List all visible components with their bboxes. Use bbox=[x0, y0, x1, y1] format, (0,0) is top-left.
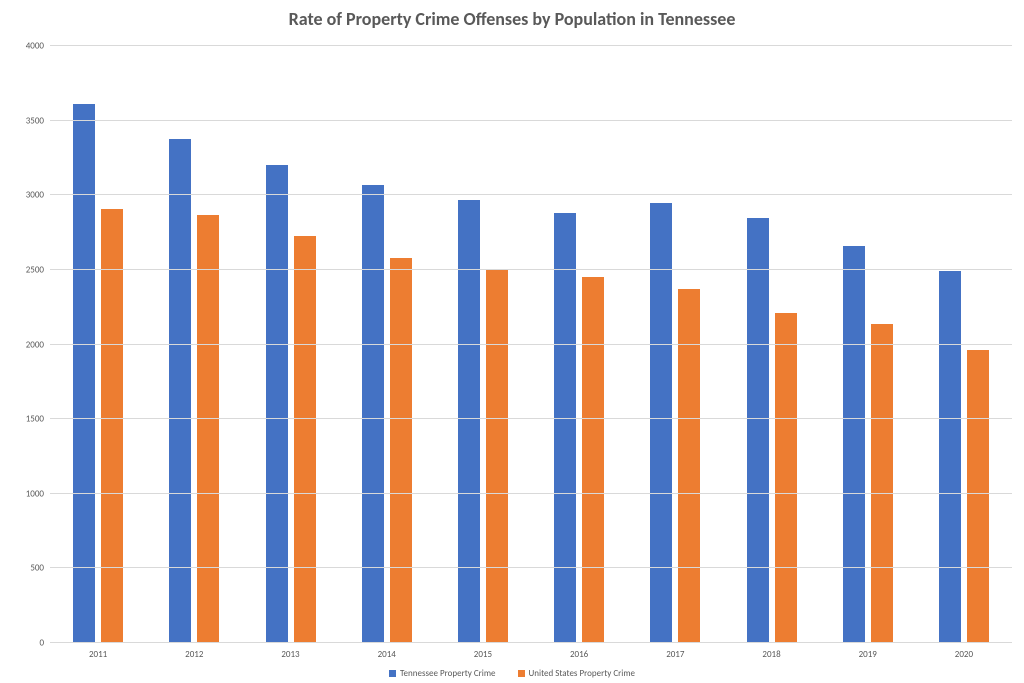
bar bbox=[871, 324, 893, 643]
bar bbox=[362, 185, 384, 643]
gridline bbox=[50, 642, 1012, 643]
bar bbox=[458, 200, 480, 643]
year-group: 2018 bbox=[723, 46, 819, 643]
legend-item: United States Property Crime bbox=[518, 668, 635, 679]
gridline bbox=[50, 269, 1012, 270]
gridline bbox=[50, 45, 1012, 46]
year-group: 2014 bbox=[339, 46, 435, 643]
year-group: 2015 bbox=[435, 46, 531, 643]
bar bbox=[486, 270, 508, 643]
gridline bbox=[50, 194, 1012, 195]
bar bbox=[390, 258, 412, 643]
bar bbox=[747, 218, 769, 643]
legend-swatch bbox=[389, 670, 396, 677]
bar bbox=[73, 104, 95, 643]
y-axis-label: 2000 bbox=[26, 339, 50, 350]
legend: Tennessee Property Crime United States Pr… bbox=[0, 668, 1024, 679]
plot-area: 2011201220132014201520162017201820192020… bbox=[50, 45, 1012, 643]
year-group: 2012 bbox=[146, 46, 242, 643]
bar bbox=[939, 271, 961, 643]
legend-swatch bbox=[518, 670, 525, 677]
year-group: 2019 bbox=[820, 46, 916, 643]
x-axis-label: 2011 bbox=[50, 643, 146, 660]
bar bbox=[197, 215, 219, 643]
bar bbox=[101, 209, 123, 643]
year-group: 2011 bbox=[50, 46, 146, 643]
x-axis-label: 2014 bbox=[339, 643, 435, 660]
y-axis-label: 2500 bbox=[26, 264, 50, 275]
x-axis-label: 2020 bbox=[916, 643, 1012, 660]
year-group: 2020 bbox=[916, 46, 1012, 643]
y-axis-label: 4000 bbox=[26, 41, 50, 52]
gridline bbox=[50, 120, 1012, 121]
chart-container: Rate of Property Crime Offenses by Popul… bbox=[0, 0, 1024, 683]
legend-label: United States Property Crime bbox=[529, 668, 635, 679]
year-group: 2013 bbox=[242, 46, 338, 643]
gridline bbox=[50, 344, 1012, 345]
bar bbox=[266, 165, 288, 643]
y-axis-label: 0 bbox=[39, 638, 50, 649]
legend-item: Tennessee Property Crime bbox=[389, 668, 496, 679]
y-axis-label: 1000 bbox=[26, 488, 50, 499]
x-axis-label: 2018 bbox=[723, 643, 819, 660]
y-axis-label: 1500 bbox=[26, 414, 50, 425]
x-axis-label: 2012 bbox=[146, 643, 242, 660]
bar bbox=[775, 313, 797, 643]
bar bbox=[294, 236, 316, 643]
y-axis-label: 3500 bbox=[26, 115, 50, 126]
chart-title: Rate of Property Crime Offenses by Popul… bbox=[0, 8, 1024, 30]
x-axis-label: 2019 bbox=[820, 643, 916, 660]
gridline bbox=[50, 493, 1012, 494]
bar bbox=[843, 246, 865, 643]
x-axis-label: 2015 bbox=[435, 643, 531, 660]
y-axis-label: 3000 bbox=[26, 190, 50, 201]
bar bbox=[582, 277, 604, 643]
gridline bbox=[50, 567, 1012, 568]
legend-label: Tennessee Property Crime bbox=[400, 668, 496, 679]
bars-row: 2011201220132014201520162017201820192020 bbox=[50, 46, 1012, 643]
x-axis-label: 2013 bbox=[242, 643, 338, 660]
x-axis-label: 2016 bbox=[531, 643, 627, 660]
bar bbox=[554, 213, 576, 643]
bar bbox=[967, 350, 989, 643]
gridline bbox=[50, 418, 1012, 419]
year-group: 2016 bbox=[531, 46, 627, 643]
bar bbox=[678, 289, 700, 643]
y-axis-label: 500 bbox=[30, 563, 50, 574]
x-axis-label: 2017 bbox=[627, 643, 723, 660]
year-group: 2017 bbox=[627, 46, 723, 643]
